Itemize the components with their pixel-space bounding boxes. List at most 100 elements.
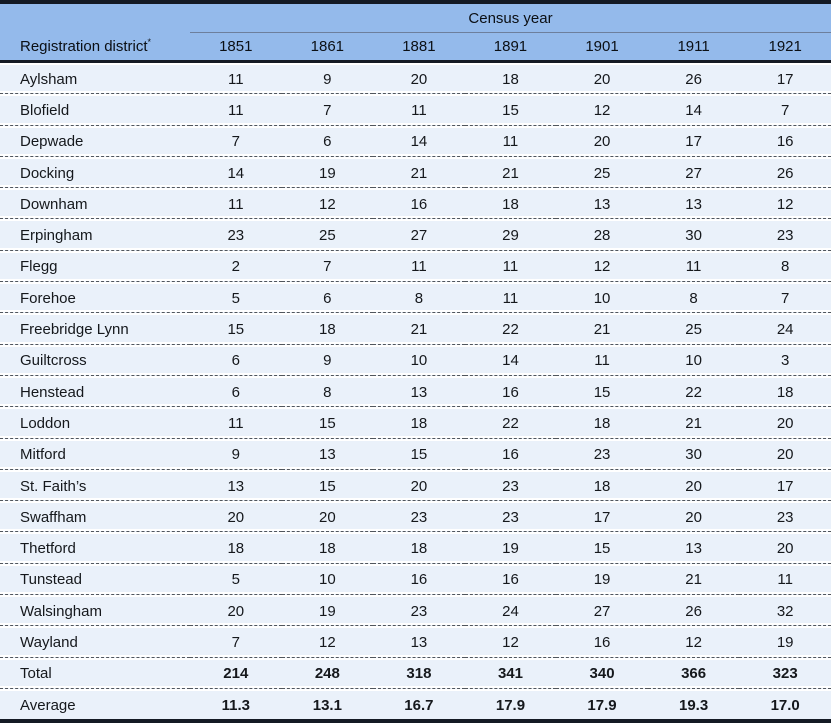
value-cell: 15 — [190, 313, 282, 345]
district-cell: Guiltcross — [0, 344, 190, 376]
value-cell: 30 — [647, 438, 740, 470]
value-cell: 12 — [556, 250, 648, 283]
value-cell: 18 — [556, 469, 648, 502]
value-cell: 18 — [190, 532, 282, 564]
value-cell: 18 — [464, 63, 557, 95]
value-cell: 11 — [464, 125, 557, 157]
value-cell: 323 — [739, 657, 831, 689]
value-cell: 17.9 — [464, 688, 557, 720]
value-cell: 12 — [647, 626, 740, 658]
table-row: Tunstead 5 10 16 16 19 21 11 — [0, 563, 831, 596]
table-row: Mitford 9 13 15 16 23 30 20 — [0, 438, 831, 470]
value-cell: 11 — [556, 344, 648, 376]
district-cell: Swaffham — [0, 501, 190, 533]
value-cell: 29 — [464, 219, 557, 251]
value-cell: 17 — [739, 469, 831, 502]
value-cell: 9 — [190, 438, 282, 470]
value-cell: 14 — [373, 125, 465, 157]
value-cell: 13 — [190, 469, 282, 502]
value-cell: 16 — [464, 563, 557, 596]
value-cell: 248 — [281, 657, 374, 689]
value-cell: 12 — [464, 626, 557, 658]
value-cell: 19 — [739, 626, 831, 658]
district-cell: Walsingham — [0, 595, 190, 627]
value-cell: 20 — [739, 532, 831, 564]
value-cell: 20 — [647, 501, 740, 533]
value-cell: 14 — [190, 156, 282, 189]
value-cell: 318 — [373, 657, 465, 689]
table-row: Downham 11 12 16 18 13 13 12 — [0, 188, 831, 220]
table-row: Docking 14 19 21 21 25 27 26 — [0, 156, 831, 189]
value-cell: 18 — [739, 375, 831, 408]
value-cell: 11 — [464, 250, 557, 283]
value-cell: 17 — [647, 125, 740, 157]
value-cell: 11 — [190, 94, 282, 126]
value-cell: 7 — [739, 282, 831, 314]
value-cell: 22 — [647, 375, 740, 408]
value-cell: 18 — [281, 532, 374, 564]
district-cell: Thetford — [0, 532, 190, 564]
value-cell: 19 — [281, 156, 374, 189]
table-row: Henstead 6 8 13 16 15 22 18 — [0, 375, 831, 408]
value-cell: 25 — [556, 156, 648, 189]
value-cell: 10 — [281, 563, 374, 596]
year-header-1851: 1851 — [190, 33, 282, 63]
value-cell: 16 — [373, 188, 465, 220]
value-cell: 5 — [190, 282, 282, 314]
value-cell: 214 — [190, 657, 282, 689]
value-cell: 23 — [190, 219, 282, 251]
value-cell: 10 — [556, 282, 648, 314]
value-cell: 13 — [373, 375, 465, 408]
value-cell: 15 — [281, 407, 374, 439]
district-cell: Mitford — [0, 438, 190, 470]
value-cell: 11 — [373, 250, 465, 283]
district-cell: Flegg — [0, 250, 190, 283]
registration-district-label: Registration district — [20, 38, 148, 55]
value-cell: 19.3 — [647, 688, 740, 720]
value-cell: 341 — [464, 657, 557, 689]
value-cell: 13 — [556, 188, 648, 220]
value-cell: 6 — [281, 282, 374, 314]
year-header-1861: 1861 — [281, 33, 374, 63]
value-cell: 23 — [556, 438, 648, 470]
value-cell: 14 — [647, 94, 740, 126]
column-header-row: Registration district* 1851 1861 1881 1891 1… — [0, 33, 831, 63]
value-cell: 18 — [556, 407, 648, 439]
value-cell: 16 — [556, 626, 648, 658]
value-cell: 7 — [281, 94, 374, 126]
district-cell: Blofield — [0, 94, 190, 126]
value-cell: 24 — [739, 313, 831, 345]
value-cell: 6 — [190, 375, 282, 408]
value-cell: 7 — [190, 626, 282, 658]
value-cell: 28 — [556, 219, 648, 251]
district-cell: Total — [0, 657, 190, 689]
value-cell: 8 — [647, 282, 740, 314]
district-cell: Loddon — [0, 407, 190, 439]
table-row: Walsingham 20 19 23 24 27 26 32 — [0, 595, 831, 627]
value-cell: 15 — [464, 94, 557, 126]
value-cell: 21 — [373, 313, 465, 345]
value-cell: 27 — [647, 156, 740, 189]
value-cell: 16.7 — [373, 688, 465, 720]
value-cell: 15 — [281, 469, 374, 502]
value-cell: 20 — [556, 63, 648, 95]
district-cell: Forehoe — [0, 282, 190, 314]
table-row: Loddon 11 15 18 22 18 21 20 — [0, 407, 831, 439]
value-cell: 20 — [739, 438, 831, 470]
district-cell: Aylsham — [0, 63, 190, 95]
value-cell: 18 — [281, 313, 374, 345]
value-cell: 13 — [647, 532, 740, 564]
value-cell: 2 — [190, 250, 282, 283]
total-row: Total 214 248 318 341 340 366 323 — [0, 657, 831, 689]
value-cell: 20 — [373, 63, 465, 95]
value-cell: 11 — [373, 94, 465, 126]
value-cell: 16 — [464, 375, 557, 408]
value-cell: 11.3 — [190, 688, 282, 720]
value-cell: 340 — [556, 657, 648, 689]
value-cell: 16 — [464, 438, 557, 470]
value-cell: 20 — [373, 469, 465, 502]
table-body: Aylsham 11 9 20 18 20 26 17 Blofield 11 7 11 15 12 14 7… — [0, 63, 831, 720]
table-row: Depwade 7 6 14 11 20 17 16 — [0, 125, 831, 157]
table-row: Guiltcross 6 9 10 14 11 10 3 — [0, 344, 831, 376]
value-cell: 13 — [373, 626, 465, 658]
